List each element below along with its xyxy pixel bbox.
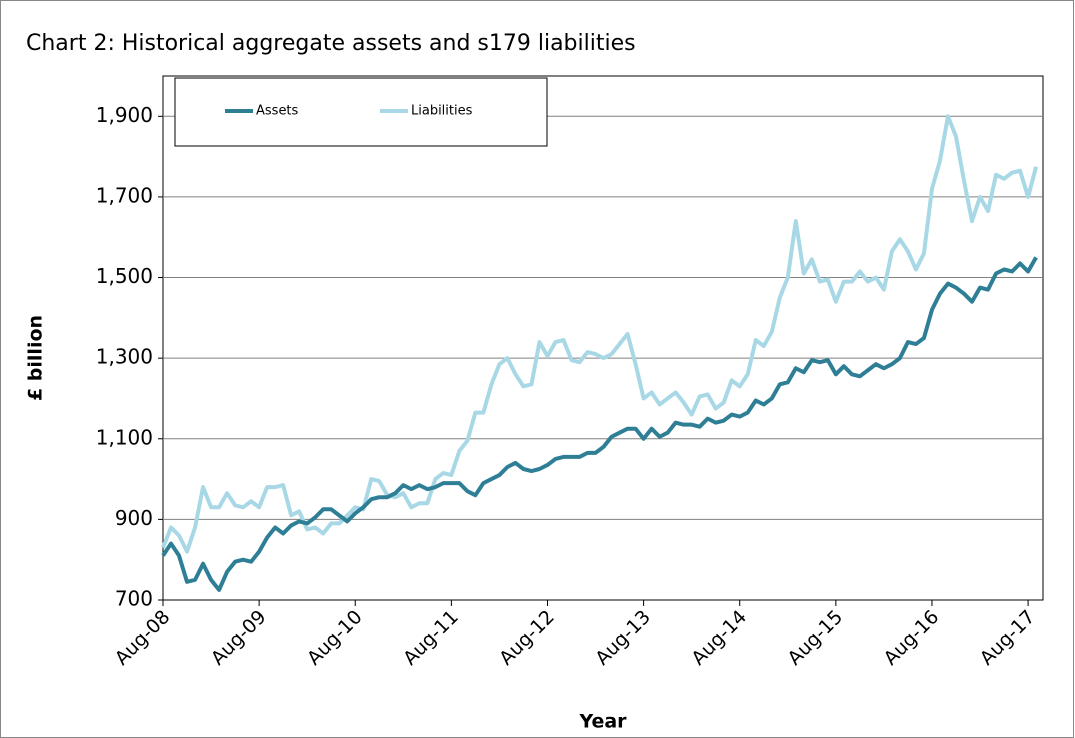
y-axis-label: £ billion: [25, 315, 47, 401]
y-tick-label: 700: [115, 587, 153, 611]
series-line: [161, 256, 1038, 592]
legend-label: Liabilities: [411, 104, 473, 119]
x-axis-label: Year: [578, 711, 627, 733]
y-tick-label: 1,700: [96, 183, 153, 207]
y-tick-label: 900: [115, 506, 153, 530]
plot-area: [162, 75, 1044, 601]
y-tick-label: 1,100: [96, 425, 153, 449]
chart-title: Chart 2: Historical aggregate assets and…: [26, 31, 636, 56]
y-tick-label: 1,300: [96, 345, 153, 369]
series-line: [161, 114, 1039, 554]
y-tick-label: 1,900: [96, 103, 153, 127]
y-tick-label: 1,500: [96, 264, 153, 288]
legend-label: Assets: [256, 104, 299, 119]
